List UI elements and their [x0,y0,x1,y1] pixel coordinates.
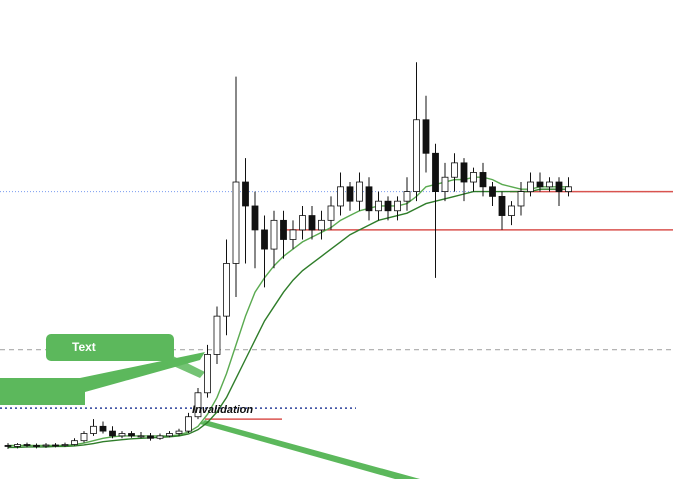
candle-body [280,219,287,240]
candle-body [223,263,230,317]
candle-body [441,176,449,192]
candle-body [232,181,240,264]
candle-body [422,119,430,154]
candle-body [555,181,563,193]
candle-body [52,444,59,447]
candle-body [546,181,553,188]
callout-box [46,334,174,361]
candle-body [109,430,116,437]
candle-body [318,219,325,231]
candle-body [470,172,477,183]
candle-body [270,219,278,250]
candle-body [394,200,401,212]
candle-body [261,229,268,250]
candle-body [99,425,107,432]
candle-body [194,392,202,418]
green-wedge [200,420,420,479]
candle-body [384,200,392,212]
candle-body [451,162,458,178]
candle-body [508,205,515,216]
green-box [0,378,85,405]
candle-body [565,186,572,192]
candle-body [147,435,154,439]
candle-body [90,425,97,434]
candle-body [536,181,544,188]
candle-body [517,191,525,207]
candle-body [61,444,69,446]
candle-body [137,435,145,438]
candle-body [242,181,249,207]
invalidation-label: Invalidation [192,404,253,416]
callout-text: Text [72,340,96,354]
candle-body [337,186,344,207]
candle-body [156,435,164,439]
candle-body [42,444,50,447]
candle-body [413,119,420,192]
candle-body [71,440,78,445]
candle-body [204,354,211,394]
candle-body [251,205,259,231]
candle-body [489,186,496,197]
candle-body [375,200,382,212]
candle-body [356,181,363,202]
candle-body [213,315,221,355]
candle-body [185,416,192,432]
candle-body [327,205,335,221]
candle-body [432,152,439,192]
candle-body [23,444,31,446]
candle-body [479,172,487,188]
moving-average [8,188,569,449]
candle-body [33,445,40,447]
candle-body [308,215,316,231]
candle-body [346,186,354,202]
candle-body [175,430,183,434]
candle-body [128,433,135,437]
candle-body [289,229,297,240]
candle-body [166,433,173,437]
candle-body [4,445,12,447]
candle-body [118,433,126,437]
candle-body [80,433,88,442]
candle-body [403,191,411,202]
candles [4,62,572,449]
candle-body [498,195,506,216]
candle-body [460,162,468,183]
candle-body [527,181,534,193]
candle-body [14,444,21,447]
candle-body [365,186,373,212]
candle-body [299,215,306,231]
